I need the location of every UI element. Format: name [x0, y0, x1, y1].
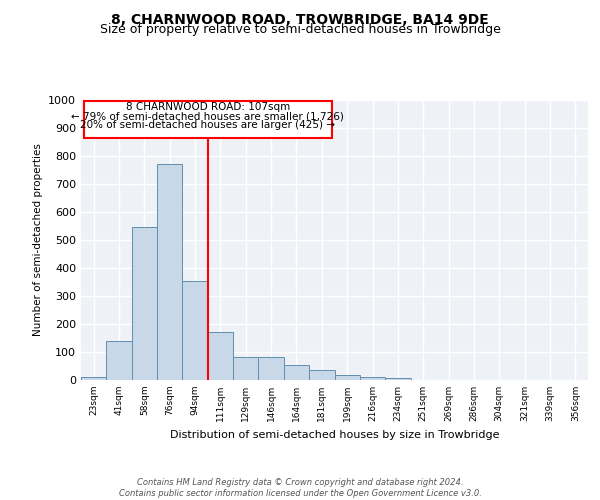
Text: 8 CHARNWOOD ROAD: 107sqm: 8 CHARNWOOD ROAD: 107sqm	[125, 102, 290, 112]
X-axis label: Distribution of semi-detached houses by size in Trowbridge: Distribution of semi-detached houses by …	[170, 430, 499, 440]
Bar	[106, 341, 132, 380]
FancyBboxPatch shape	[83, 100, 332, 138]
Bar	[81, 377, 106, 380]
Bar	[233, 357, 259, 380]
Bar	[157, 164, 182, 380]
Bar	[360, 377, 385, 380]
Bar	[335, 375, 360, 380]
Bar	[309, 370, 335, 380]
Text: Size of property relative to semi-detached houses in Trowbridge: Size of property relative to semi-detach…	[100, 22, 500, 36]
Y-axis label: Number of semi-detached properties: Number of semi-detached properties	[32, 144, 43, 336]
Bar	[208, 332, 233, 380]
Bar	[259, 357, 284, 380]
Bar	[182, 280, 208, 380]
Text: Contains HM Land Registry data © Crown copyright and database right 2024.
Contai: Contains HM Land Registry data © Crown c…	[119, 478, 481, 498]
Text: 8, CHARNWOOD ROAD, TROWBRIDGE, BA14 9DE: 8, CHARNWOOD ROAD, TROWBRIDGE, BA14 9DE	[111, 12, 489, 26]
Bar	[284, 365, 309, 380]
Bar	[385, 378, 410, 380]
Text: ← 79% of semi-detached houses are smaller (1,726): ← 79% of semi-detached houses are smalle…	[71, 111, 344, 121]
Bar	[132, 228, 157, 380]
Text: 20% of semi-detached houses are larger (425) →: 20% of semi-detached houses are larger (…	[80, 120, 335, 130]
